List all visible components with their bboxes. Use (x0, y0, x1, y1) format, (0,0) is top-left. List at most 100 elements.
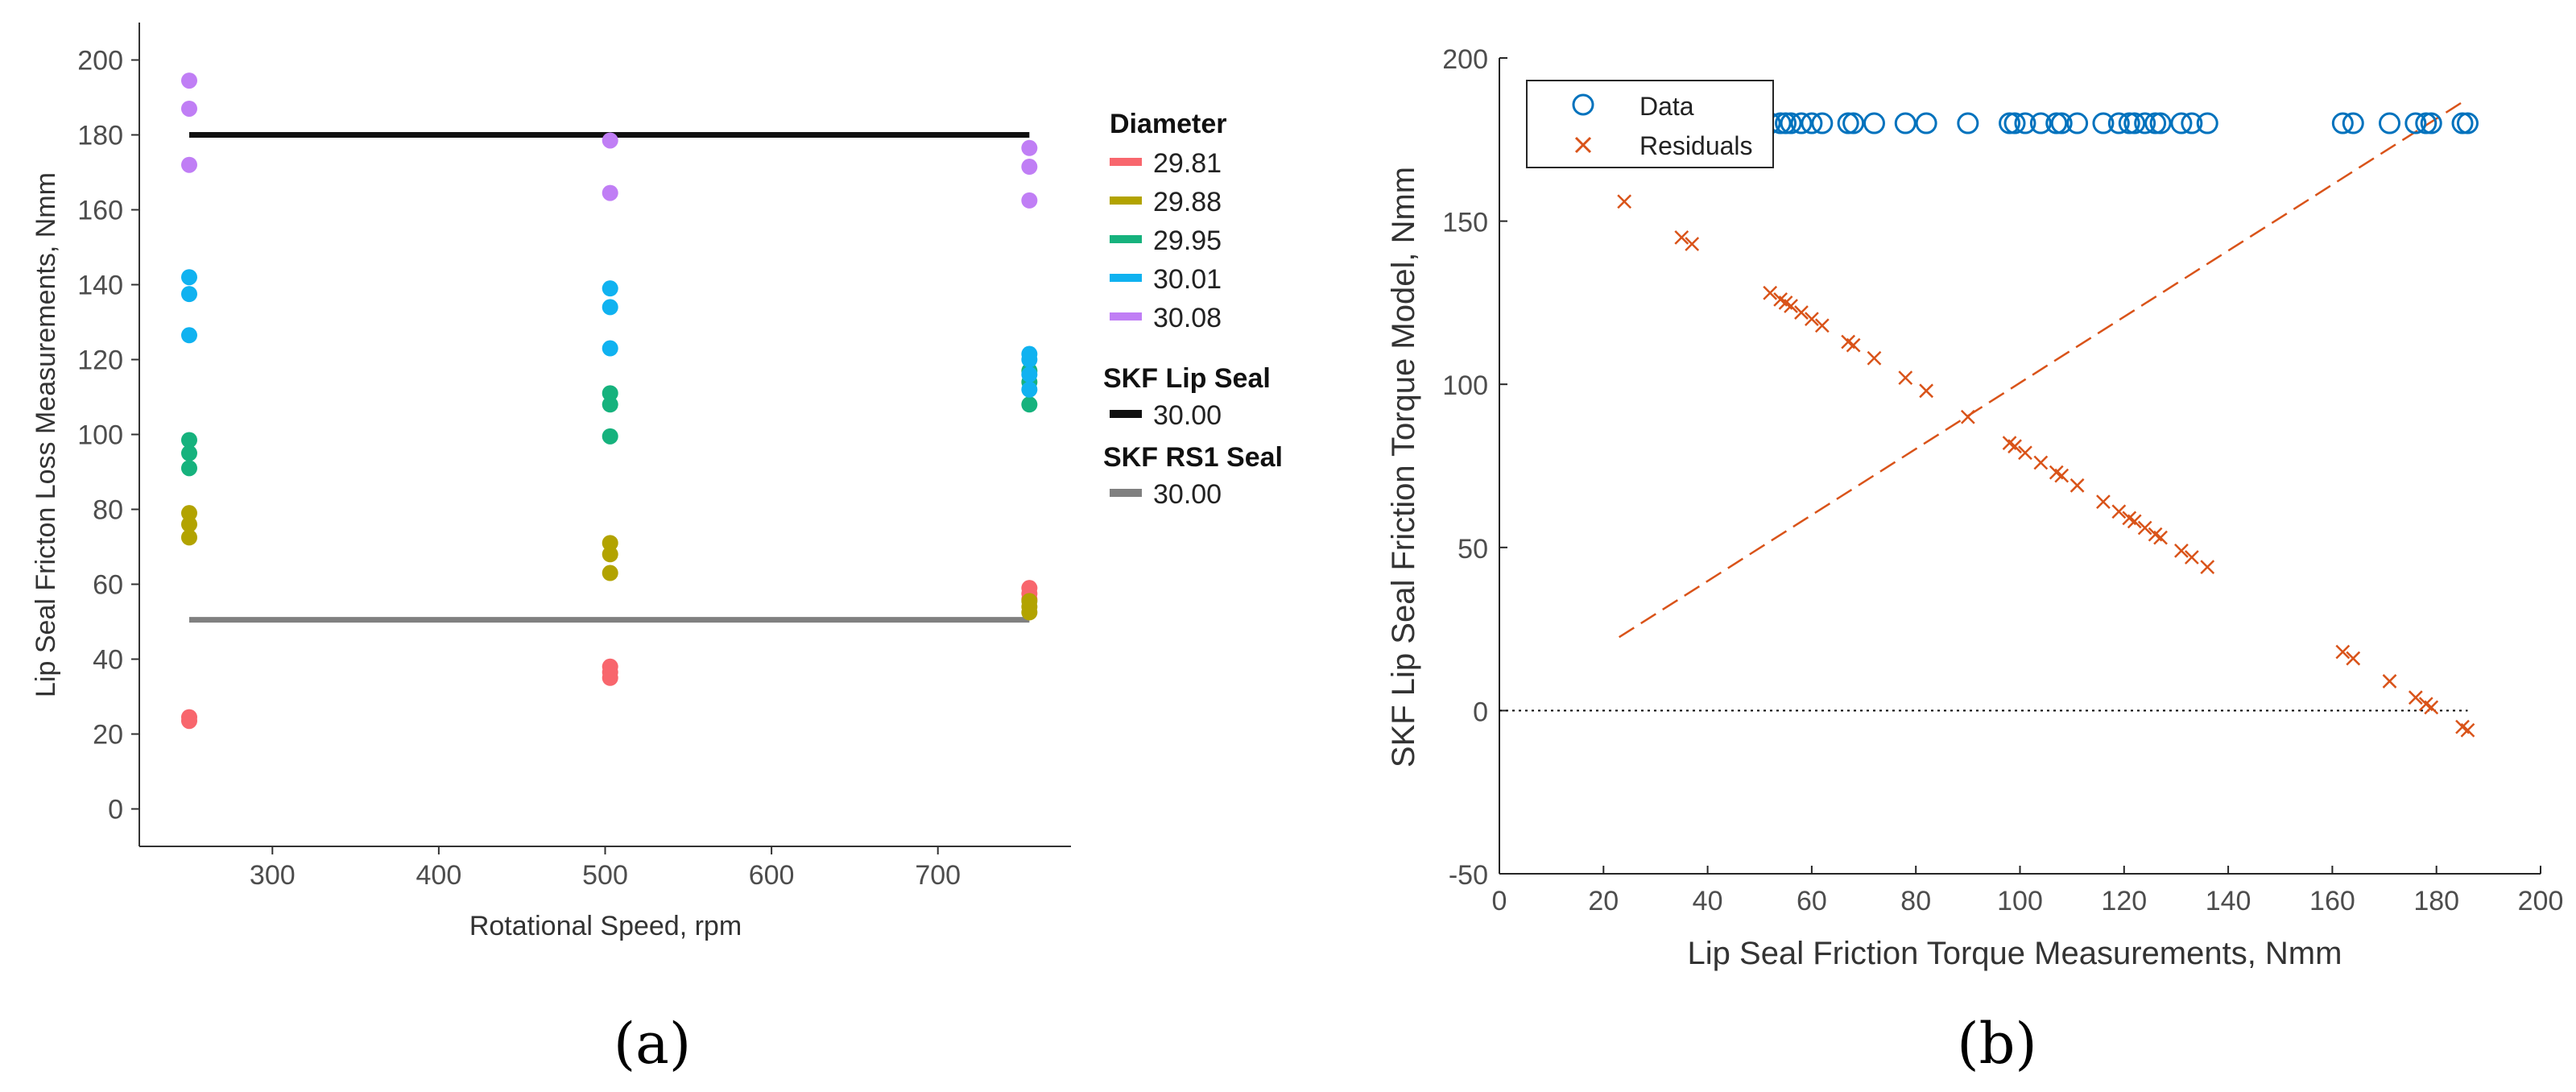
panel-a-x-ticks: 300 400 500 600 700 (250, 846, 961, 891)
a-x-tick-label: 400 (416, 860, 462, 891)
panel-b-legend: Data Residuals (1526, 80, 1774, 168)
residual-marker (2200, 560, 2215, 574)
panel-a-label: (a) (614, 1011, 691, 1077)
data-point (1021, 381, 1038, 398)
data-marker (1837, 112, 1859, 134)
panel-b-y-ticks: -50 0 50 100 150 200 (1442, 44, 1507, 891)
data-point (602, 340, 618, 357)
data-marker (2118, 112, 2140, 134)
panel-b-label: (b) (1957, 1011, 2036, 1077)
residual-marker (1898, 370, 1913, 385)
data-marker (1842, 112, 1865, 134)
data-marker (2092, 112, 2115, 134)
residual-marker (1960, 409, 1975, 424)
residual-marker (2069, 478, 2085, 493)
legend-label: 29.95 (1153, 225, 1222, 256)
b-x-tick-label: 100 (1997, 886, 2043, 916)
data-point (602, 385, 618, 402)
panel-b-x-axis-label: Lip Seal Friction Torque Measurements, N… (1688, 936, 2342, 971)
b-y-tick-label: 0 (1473, 697, 1488, 727)
b-y-tick-label: -50 (1449, 860, 1488, 891)
panel-a-points (180, 72, 1038, 730)
a-y-tick-label: 100 (77, 420, 123, 451)
data-point (180, 516, 197, 533)
residual-marker (2153, 530, 2168, 545)
residual-marker (2111, 504, 2127, 519)
data-marker (2404, 112, 2427, 134)
residual-marker (2007, 439, 2022, 454)
data-point (180, 529, 197, 546)
panel-b-legend-box (1526, 80, 1774, 168)
residual-marker (2424, 700, 2439, 715)
b-x-tick-label: 200 (2518, 886, 2564, 916)
fit-line (1619, 97, 2469, 639)
data-marker (2029, 112, 2052, 134)
data-marker (1863, 112, 1885, 134)
data-marker (2003, 112, 2026, 134)
data-point (1021, 366, 1038, 383)
data-marker (2134, 112, 2156, 134)
data-point (602, 184, 618, 201)
data-point (180, 72, 197, 89)
b-x-tick-label: 40 (1693, 886, 1723, 916)
residual-marker (1919, 383, 1934, 399)
legend-label-skf-rs1-seal: 30.00 (1153, 479, 1222, 510)
data-marker (2456, 112, 2479, 134)
data-marker (2123, 112, 2146, 134)
data-point (180, 100, 197, 117)
panel-b-x-ticks: 0 20 40 60 80 100 120 140 160 180 200 (1492, 866, 2564, 916)
a-y-tick-label: 20 (93, 720, 123, 751)
panel-b-y-axis-label: SKF Lip Seal Friction Torque Model, Nmm (1386, 167, 1421, 767)
b-y-tick-label: 50 (1458, 534, 1488, 565)
data-point (602, 132, 618, 149)
data-point (180, 269, 197, 286)
data-marker (2014, 112, 2036, 134)
data-marker (2107, 112, 2130, 134)
b-x-tick-label: 20 (1588, 886, 1619, 916)
data-point (602, 280, 618, 297)
data-point (1021, 396, 1038, 413)
a-y-tick-label: 0 (108, 795, 123, 825)
residual-marker (2033, 455, 2049, 470)
data-marker (2342, 112, 2364, 134)
residual-marker (2174, 543, 2189, 558)
data-marker (2144, 112, 2167, 134)
data-point (602, 299, 618, 316)
data-point (180, 432, 197, 449)
residual-marker (2137, 520, 2152, 536)
data-marker (2181, 112, 2203, 134)
data-point (180, 286, 197, 303)
a-y-tick-label: 200 (77, 46, 123, 77)
b-x-tick-label: 60 (1797, 886, 1827, 916)
data-marker (2170, 112, 2193, 134)
residual-marker (2054, 468, 2069, 483)
data-marker (2331, 112, 2354, 134)
legend-residuals-marker (1574, 136, 1592, 154)
data-point (602, 428, 618, 445)
b-x-tick-label: 0 (1492, 886, 1507, 916)
residual-marker (2096, 494, 2111, 509)
data-point (180, 505, 197, 522)
data-point (602, 546, 618, 563)
a-x-tick-label: 700 (915, 860, 961, 891)
residual-marker (1784, 299, 1798, 313)
residual-marker (2335, 644, 2351, 660)
data-marker (2196, 112, 2218, 134)
data-point (1021, 192, 1038, 209)
a-x-tick-label: 600 (749, 860, 795, 891)
panel-b-data-markers (1613, 112, 2479, 134)
b-x-tick-label: 140 (2206, 886, 2251, 916)
legend-title-skf-rs1-seal: SKF RS1 Seal (1103, 442, 1283, 473)
data-marker (1780, 112, 1802, 134)
data-point (180, 709, 197, 726)
data-point (602, 396, 618, 413)
data-marker (1801, 112, 1823, 134)
panel-b-lines (1499, 97, 2469, 712)
residual-marker (1674, 230, 1689, 245)
legend-label: 30.08 (1153, 303, 1222, 333)
a-y-tick-label: 40 (93, 645, 123, 676)
data-marker (2451, 112, 2474, 134)
data-point (602, 565, 618, 581)
data-marker (1790, 112, 1813, 134)
data-marker (2066, 112, 2089, 134)
